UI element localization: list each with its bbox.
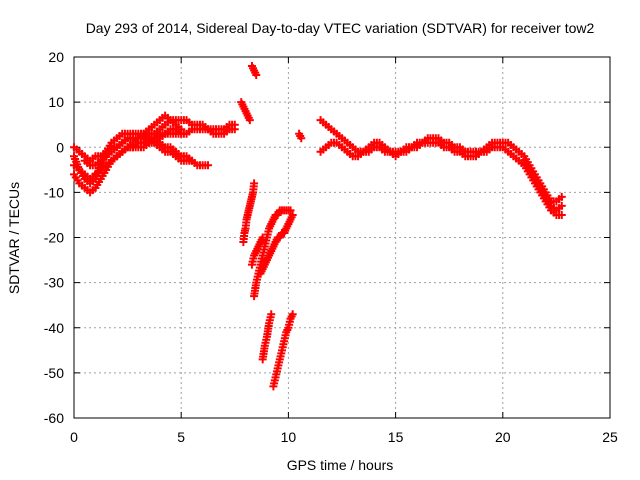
data-point xyxy=(252,71,261,80)
y-tick-label: 10 xyxy=(48,94,64,110)
x-axis-ticks: 0 5 10 15 20 25 xyxy=(70,57,618,445)
series-drop-c xyxy=(247,233,267,269)
x-tick-label: 20 xyxy=(495,429,511,445)
data-point xyxy=(297,134,306,143)
series-drop-a xyxy=(239,179,259,247)
x-tick-label: 10 xyxy=(281,429,297,445)
data-point xyxy=(557,201,566,210)
chart-title: Day 293 of 2014, Sidereal Day-to-day VTE… xyxy=(86,20,595,36)
x-tick-label: 0 xyxy=(70,429,78,445)
data-point xyxy=(267,310,276,319)
data-points xyxy=(70,62,566,391)
y-tick-label: -20 xyxy=(44,230,64,246)
x-tick-label: 15 xyxy=(388,429,404,445)
series-after-10 xyxy=(295,129,306,143)
series-late-b xyxy=(316,138,566,219)
series-deep-a xyxy=(258,310,276,364)
data-point xyxy=(245,116,254,125)
series-drop-d xyxy=(256,210,297,278)
data-point xyxy=(187,156,196,165)
y-tick-label: -10 xyxy=(44,184,64,200)
y-tick-label: -50 xyxy=(44,365,64,381)
data-point xyxy=(204,161,212,170)
series-near-8 xyxy=(237,98,254,125)
y-axis-label: SDTVAR / TECUs xyxy=(6,182,22,294)
data-point xyxy=(557,210,566,219)
x-tick-label: 5 xyxy=(177,429,185,445)
data-point xyxy=(288,310,297,319)
series-late-c xyxy=(520,156,566,215)
y-tick-label: 20 xyxy=(48,49,64,65)
y-tick-label: -30 xyxy=(44,275,64,291)
data-point xyxy=(250,179,259,188)
y-tick-label: 0 xyxy=(56,139,64,155)
grid-lines xyxy=(74,57,610,418)
series-drop-b xyxy=(250,206,295,301)
series-early-f xyxy=(91,125,239,179)
data-point xyxy=(258,233,267,242)
x-axis-label: GPS time / hours xyxy=(287,457,394,473)
x-tick-label: 25 xyxy=(602,429,618,445)
series-late-a xyxy=(316,116,566,206)
y-axis-ticks: 20 10 0 -10 -20 -30 -40 -50 -60 xyxy=(44,49,610,426)
data-point xyxy=(288,210,297,219)
data-point xyxy=(286,206,295,215)
series-deep-b xyxy=(269,310,297,391)
y-tick-label: -60 xyxy=(44,410,64,426)
series-spike-high xyxy=(247,62,261,80)
data-point xyxy=(557,192,566,201)
y-tick-label: -40 xyxy=(44,320,64,336)
data-point xyxy=(230,125,239,134)
